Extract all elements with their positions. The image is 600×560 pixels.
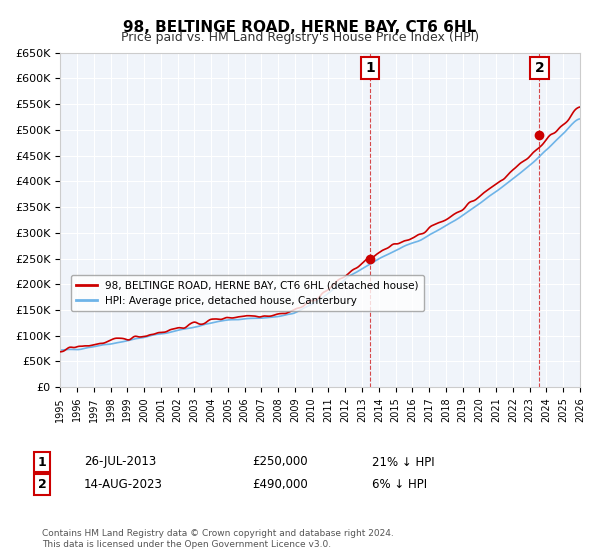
Legend: 98, BELTINGE ROAD, HERNE BAY, CT6 6HL (detached house), HPI: Average price, deta: 98, BELTINGE ROAD, HERNE BAY, CT6 6HL (d… xyxy=(71,276,424,311)
Text: 2: 2 xyxy=(38,478,46,491)
Text: 21% ↓ HPI: 21% ↓ HPI xyxy=(372,455,434,469)
Text: £250,000: £250,000 xyxy=(252,455,308,469)
Text: 26-JUL-2013: 26-JUL-2013 xyxy=(84,455,156,469)
Text: 2: 2 xyxy=(535,61,544,75)
Text: £490,000: £490,000 xyxy=(252,478,308,491)
Text: 14-AUG-2023: 14-AUG-2023 xyxy=(84,478,163,491)
Text: Price paid vs. HM Land Registry's House Price Index (HPI): Price paid vs. HM Land Registry's House … xyxy=(121,31,479,44)
Text: 1: 1 xyxy=(38,455,46,469)
Text: 1: 1 xyxy=(365,61,375,75)
Text: 6% ↓ HPI: 6% ↓ HPI xyxy=(372,478,427,491)
Text: 98, BELTINGE ROAD, HERNE BAY, CT6 6HL: 98, BELTINGE ROAD, HERNE BAY, CT6 6HL xyxy=(124,20,476,35)
Text: Contains HM Land Registry data © Crown copyright and database right 2024.
This d: Contains HM Land Registry data © Crown c… xyxy=(42,529,394,549)
